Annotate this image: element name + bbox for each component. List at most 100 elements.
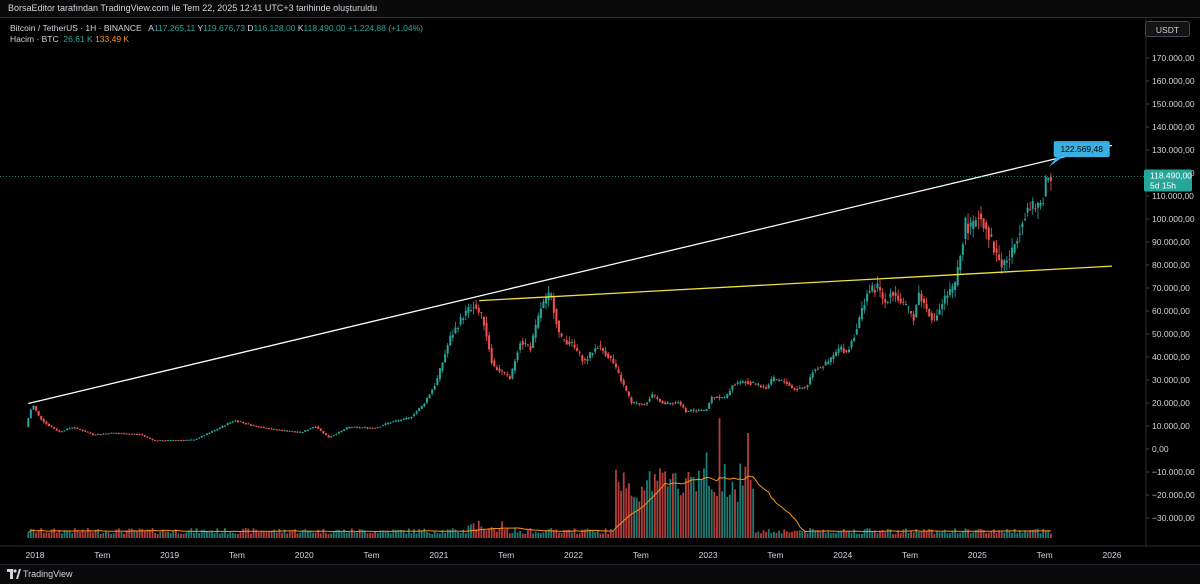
bar-countdown: 5d 15h [1150,180,1176,190]
candle-body [1013,244,1016,253]
volume-bar [850,532,853,538]
trendlines[interactable] [28,144,1113,405]
candle-body [788,382,791,386]
volume-bar [182,533,185,538]
candle-body [304,430,307,432]
lower-trendline[interactable] [479,265,1113,302]
candle-body [783,381,786,383]
candle-body [757,383,760,385]
candle-body [182,440,185,442]
candle-body [948,289,951,296]
volume-bar [586,528,589,538]
candle-body [446,345,449,354]
candle-body [806,385,809,388]
volume-bar [73,528,76,538]
volume-bar [519,530,522,538]
candle-body [855,329,858,335]
candle-body [801,387,804,389]
time-tick-label: 2019 [160,550,179,560]
candle-body [53,427,56,429]
volume-bar [156,533,159,538]
upper-trendline[interactable] [28,144,1113,405]
volume-bar [446,529,449,538]
candle-body [389,422,392,424]
candle-body [128,433,131,435]
candle-body [462,318,465,321]
volume-bar [703,468,705,538]
volume-bar [653,473,656,538]
candle-body [239,421,242,423]
candle-body [954,282,957,291]
legend-volume-label[interactable]: Hacim · BTC [10,34,59,44]
candle-body [648,398,651,402]
candle-body [726,394,729,399]
price-chart[interactable]: 170.000,00 160.000,00 150.000,00 140.000,00… [0,18,1200,564]
volume-bar [180,533,182,538]
candle-body [216,429,219,431]
volume-bar [464,533,467,538]
footer-brand[interactable]: TradingView [23,569,73,579]
volume-bar [418,529,421,538]
volume-bar [713,491,716,538]
candle-body [837,348,840,353]
candle-body [532,335,535,348]
candle-body [907,307,910,309]
candle-body [602,348,605,352]
volume-bar [1013,529,1016,538]
volume-bar [247,528,250,538]
candle-body [425,398,428,403]
volume-bar [615,469,617,538]
volume-bar [89,531,92,538]
volume-bar [630,495,633,538]
candle-body [793,388,796,390]
candle-body [604,350,607,356]
price-tick-label: 140.000,00 [1152,122,1195,132]
volume-bar [174,529,177,538]
volume-bar [871,531,874,538]
volume-bar [376,532,379,538]
volume-bar [560,533,563,538]
volume-bar [902,529,905,538]
legend-low-label: D [247,23,254,33]
volume-bar [990,531,993,538]
time-tick-label: 2023 [699,550,718,560]
candle-body [260,426,263,428]
candle-body [275,429,278,431]
volume-bar [772,531,775,538]
candle-body [71,427,74,429]
candle-body [912,314,915,321]
volume-bar [894,533,897,538]
price-tick-label: 80.000,00 [1152,260,1190,270]
candle-body [91,433,94,435]
volume-bar [273,529,276,538]
candle-body [187,439,190,441]
candle-body [151,438,154,441]
chart-area[interactable]: 170.000,00 160.000,00 150.000,00 140.000,00… [0,18,1200,564]
candle-body [713,397,716,399]
volume-bar [583,529,586,538]
candle-body [558,320,561,333]
candle-body [721,397,724,399]
candle-body [159,440,162,442]
candle-body [524,342,527,344]
volume-bar [980,528,982,538]
volume-bar [695,491,698,538]
time-axis[interactable]: 2018 Tem 2019 Tem 2020 Tem 2021 Tem 2022 Tem 2023 T… [0,545,1200,560]
price-axis[interactable]: 170.000,00 160.000,00 150.000,00 140.000,00… [1145,18,1195,546]
volume-bar [498,528,501,538]
volume-bar [436,533,439,538]
price-callout[interactable] [1053,141,1110,158]
volume-bar [200,529,203,538]
volume-bar [172,530,175,538]
volume-bar [514,528,516,538]
volume-bar [244,528,247,538]
volume-bar [700,479,703,538]
currency-button[interactable]: USDT [1145,21,1190,37]
candle-body [692,409,695,411]
candle-body [871,285,874,292]
legend-symbol[interactable]: Bitcoin / TetherUS · 1H · BINANCE [10,23,142,33]
volume-bar [961,531,964,538]
candle-body [930,313,933,321]
volume-bar [977,529,980,538]
candle-body [920,293,923,302]
